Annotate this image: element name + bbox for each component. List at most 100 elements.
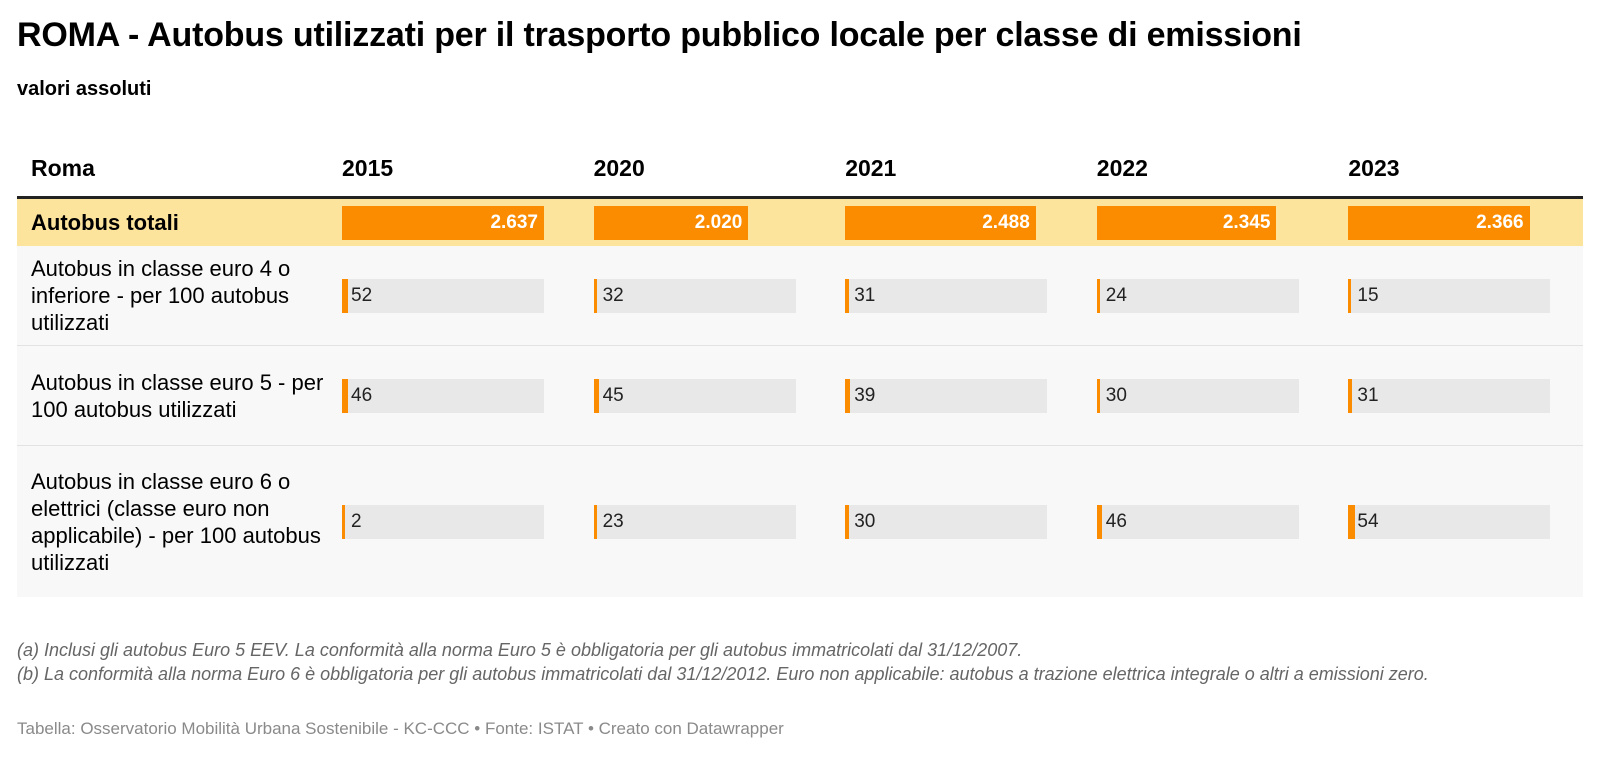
row-header-label[interactable]: Roma xyxy=(17,140,325,199)
bar-value-label: 45 xyxy=(602,384,624,406)
bar-value-label: 30 xyxy=(1105,384,1127,406)
bar-cell: 2.345 xyxy=(1096,205,1299,240)
bar-cell: 31 xyxy=(845,278,1048,313)
table-cell: 52 xyxy=(325,246,577,346)
table-row: Autobus in classe euro 5 - per 100 autob… xyxy=(17,345,1583,446)
bar-value-label: 52 xyxy=(351,284,373,306)
total-bar: 2.366 xyxy=(1348,205,1530,240)
table-cell: 23 xyxy=(576,445,829,597)
table-cell: 30 xyxy=(828,445,1080,597)
bar-fill xyxy=(1096,278,1100,313)
bar-cell: 32 xyxy=(593,278,796,313)
row-label: Autobus in classe euro 4 o inferiore - p… xyxy=(17,246,325,346)
bar-background xyxy=(342,504,544,539)
chart-title: ROMA - Autobus utilizzati per il traspor… xyxy=(17,16,1302,54)
table-cell: 2.345 xyxy=(1079,197,1332,246)
bar-value-label: 2 xyxy=(351,510,362,532)
bar-background xyxy=(593,504,796,539)
bar-value-label: 31 xyxy=(854,284,876,306)
bar-cell: 2.488 xyxy=(845,205,1047,240)
bar-cell: 46 xyxy=(1096,504,1299,539)
bar-fill xyxy=(593,278,598,313)
table-cell: 46 xyxy=(1079,445,1332,597)
year-header-2021[interactable]: 2021 xyxy=(828,140,1080,199)
emissions-table: Roma 2015 2020 2021 2022 2023 Autobus to… xyxy=(17,140,1583,597)
bar-background xyxy=(342,378,544,413)
bar-cell: 24 xyxy=(1096,278,1299,313)
table-cell: 15 xyxy=(1331,246,1583,346)
table-cell: 24 xyxy=(1079,246,1332,346)
year-header-2015[interactable]: 2015 xyxy=(325,140,577,199)
bar-background xyxy=(845,504,1048,539)
bar-background xyxy=(1348,378,1551,413)
year-header-2020[interactable]: 2020 xyxy=(576,140,829,199)
bar-cell: 2.366 xyxy=(1348,205,1550,240)
total-bar: 2.488 xyxy=(845,205,1036,240)
bar-cell: 15 xyxy=(1348,278,1551,313)
bar-background xyxy=(342,278,544,313)
footnotes: (a) Inclusi gli autobus Euro 5 EEV. La c… xyxy=(17,638,1583,686)
row-label: Autobus in classe euro 5 - per 100 autob… xyxy=(17,345,325,446)
bar-value-label: 46 xyxy=(1105,510,1127,532)
bar-cell: 2.637 xyxy=(342,205,544,240)
table-cell: 2.488 xyxy=(828,197,1080,246)
table-row: Autobus in classe euro 6 o elettrici (cl… xyxy=(17,445,1583,597)
bar-fill xyxy=(1348,504,1355,539)
bar-value-label: 23 xyxy=(602,510,624,532)
total-value-label: 2.488 xyxy=(982,211,1030,233)
table-header-row: Roma 2015 2020 2021 2022 2023 xyxy=(17,140,1583,199)
bar-cell: 39 xyxy=(845,378,1048,413)
bar-cell: 2 xyxy=(342,504,544,539)
row-label: Autobus totali xyxy=(17,197,325,246)
table-cell: 31 xyxy=(1331,345,1583,446)
bar-background xyxy=(593,278,796,313)
total-value-label: 2.020 xyxy=(694,211,743,233)
bar-fill xyxy=(845,378,850,413)
bar-cell: 54 xyxy=(1348,504,1551,539)
bar-fill xyxy=(1096,504,1103,539)
total-value-label: 2.345 xyxy=(1222,211,1271,233)
table-cell: 39 xyxy=(828,345,1080,446)
year-header-2023[interactable]: 2023 xyxy=(1331,140,1583,199)
bar-value-label: 46 xyxy=(351,384,373,406)
footnote-a: (a) Inclusi gli autobus Euro 5 EEV. La c… xyxy=(17,640,1023,660)
bar-value-label: 15 xyxy=(1357,284,1379,306)
bar-cell: 31 xyxy=(1348,378,1551,413)
bar-cell: 30 xyxy=(1096,378,1299,413)
bar-background xyxy=(1348,504,1551,539)
bar-value-label: 39 xyxy=(854,384,876,406)
table-cell: 46 xyxy=(325,345,577,446)
table-cell: 2.020 xyxy=(576,197,829,246)
footnote-b: (b) La conformità alla norma Euro 6 è ob… xyxy=(17,664,1429,684)
bar-cell: 46 xyxy=(342,378,544,413)
total-value-label: 2.637 xyxy=(490,211,538,233)
table-cell: 32 xyxy=(576,246,829,346)
bar-fill xyxy=(1348,278,1352,313)
bar-background xyxy=(1096,278,1299,313)
bar-cell: 52 xyxy=(342,278,544,313)
bar-value-label: 24 xyxy=(1105,284,1127,306)
table-cell: 30 xyxy=(1079,345,1332,446)
bar-value-label: 31 xyxy=(1357,384,1379,406)
total-bar: 2.637 xyxy=(342,205,544,240)
table-cell: 45 xyxy=(576,345,829,446)
table-cell: 2.637 xyxy=(325,197,577,246)
total-bar: 2.020 xyxy=(593,205,749,240)
bar-background xyxy=(845,378,1048,413)
chart-subtitle: valori assoluti xyxy=(17,78,152,100)
bar-cell: 23 xyxy=(593,504,796,539)
bar-fill xyxy=(1348,378,1353,413)
year-header-2022[interactable]: 2022 xyxy=(1079,140,1332,199)
bar-fill xyxy=(342,278,349,313)
source-line: Tabella: Osservatorio Mobilità Urbana So… xyxy=(17,719,784,738)
bar-value-label: 54 xyxy=(1357,510,1379,532)
bar-value-label: 32 xyxy=(602,284,624,306)
bar-value-label: 30 xyxy=(854,510,876,532)
bar-fill xyxy=(845,504,849,539)
bar-background xyxy=(1348,278,1551,313)
bar-background xyxy=(1096,378,1299,413)
bar-background xyxy=(1096,504,1299,539)
table-cell: 54 xyxy=(1331,445,1583,597)
bar-fill xyxy=(342,504,345,539)
bar-fill xyxy=(593,504,597,539)
